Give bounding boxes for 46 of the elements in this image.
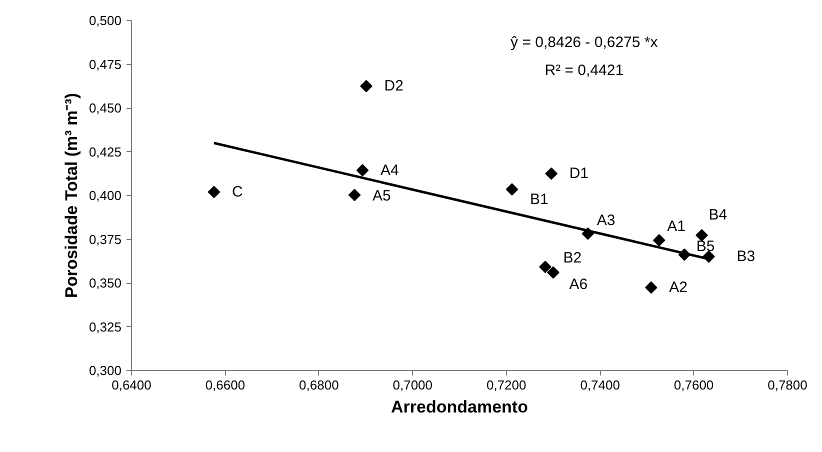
x-axis-title: Arredondamento <box>391 398 528 416</box>
annotation: B2 <box>563 249 582 266</box>
x-tick-label: 0,7800 <box>768 378 808 392</box>
annotation: C <box>232 184 243 200</box>
annotation: A5 <box>372 187 391 204</box>
annotation: A2 <box>669 279 688 296</box>
x-tick-label: 0,7000 <box>392 378 433 392</box>
annotation: R² = 0,4421 <box>544 62 624 80</box>
y-tick-label: 0,500 <box>88 13 122 28</box>
y-tick-label: 0,425 <box>88 144 122 160</box>
point <box>545 167 558 180</box>
y-tick-label: 0,375 <box>88 232 122 247</box>
point <box>208 186 220 198</box>
point <box>356 164 369 176</box>
y-tick-label: 0,450 <box>88 100 122 116</box>
annotation: A1 <box>667 218 686 235</box>
x-tick-label: 0,7200 <box>486 378 526 392</box>
point <box>547 266 560 279</box>
x-tick-label: 0,6400 <box>112 378 152 392</box>
y-axis-title: Porosidade Total (m³ m⁻³) <box>62 93 81 298</box>
annotation: B1 <box>530 190 548 208</box>
point <box>506 183 518 196</box>
annotation: D1 <box>569 165 589 182</box>
point <box>539 260 552 274</box>
point <box>348 188 361 202</box>
annotation: B3 <box>736 248 756 266</box>
annotation: A4 <box>380 162 399 179</box>
x-tick-label: 0,6800 <box>299 378 339 392</box>
point <box>644 281 658 294</box>
y-tick-label: 0,400 <box>88 188 122 203</box>
annotation: B5 <box>696 238 715 256</box>
point <box>360 80 372 92</box>
annotation: B4 <box>708 206 728 224</box>
y-tick-label: 0,300 <box>88 363 122 378</box>
x-tick-label: 0,6600 <box>205 378 246 392</box>
x-tick-label: 0,7400 <box>580 378 620 392</box>
annotation: A6 <box>569 276 588 293</box>
y-tick-label: 0,350 <box>88 276 122 290</box>
y-tick-label: 0,325 <box>88 319 122 334</box>
annotation: D2 <box>384 78 404 95</box>
annotation: A3 <box>596 212 616 230</box>
point <box>696 229 708 242</box>
annotation: ŷ = 0,8426 - 0,6275 *x <box>510 34 658 52</box>
y-tick-label: 0,475 <box>88 56 122 72</box>
x-tick-label: 0,7600 <box>674 378 714 392</box>
point <box>652 234 666 246</box>
